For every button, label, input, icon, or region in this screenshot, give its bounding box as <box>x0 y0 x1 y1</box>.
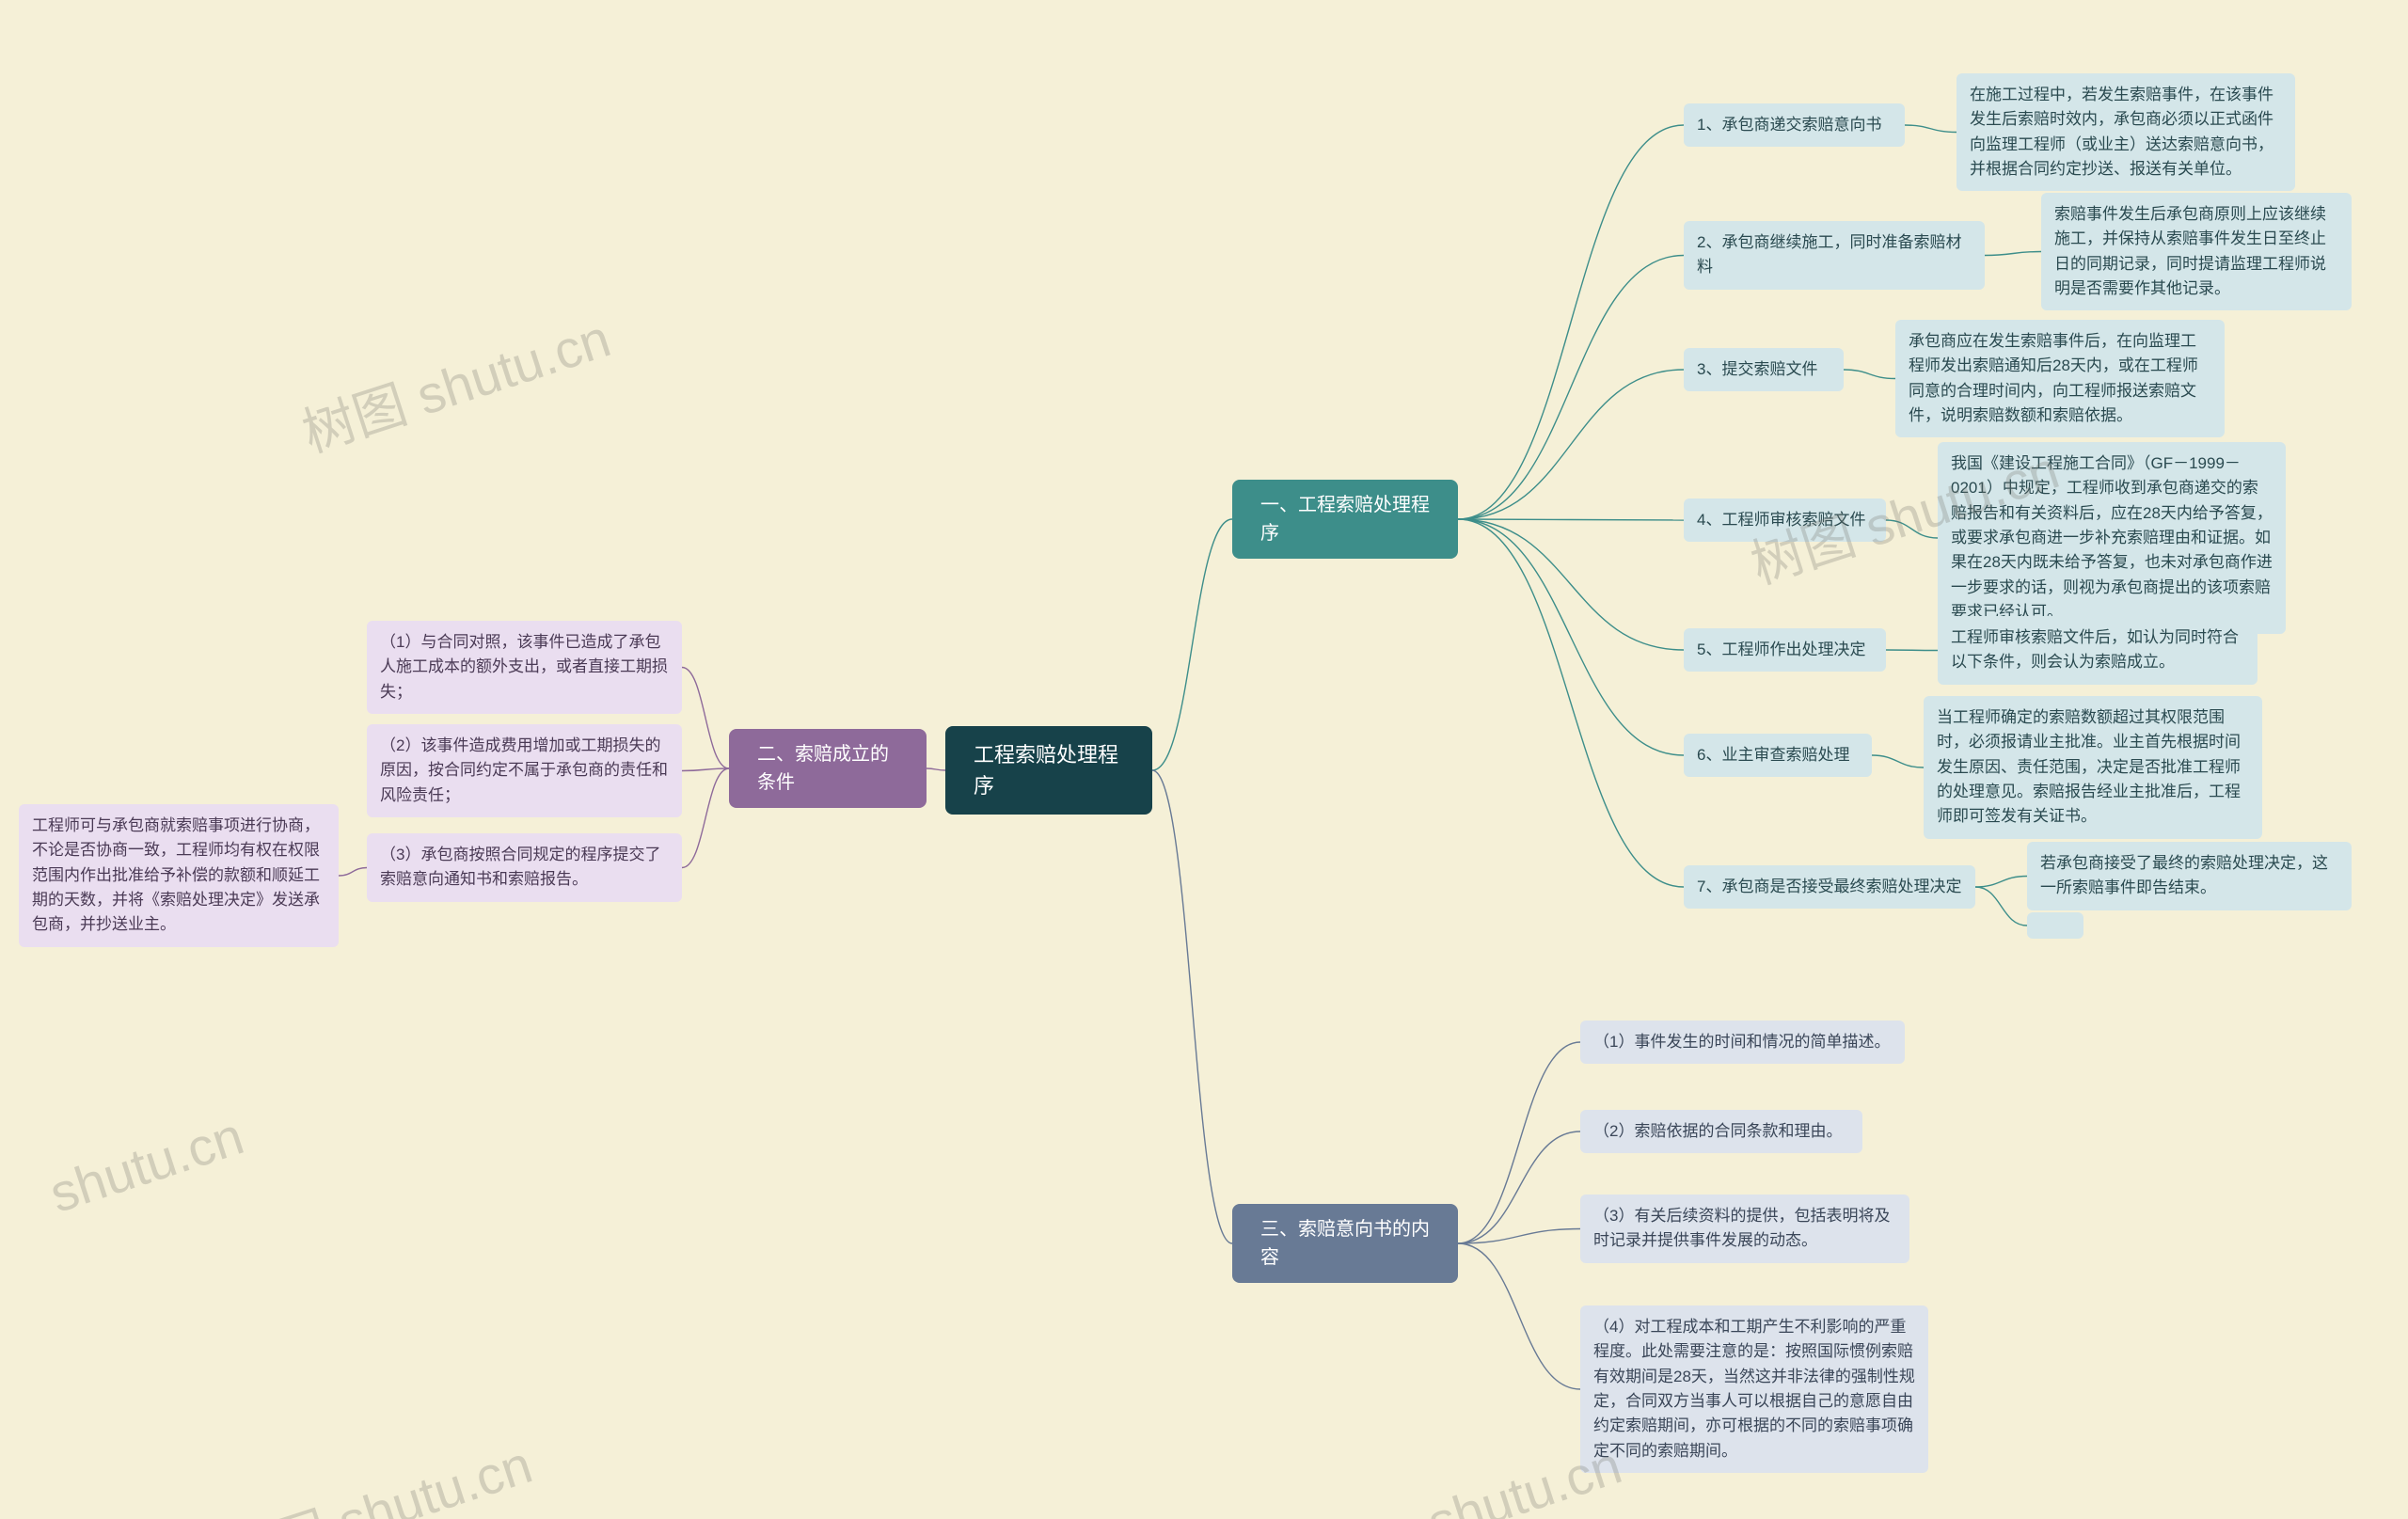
root-node: 工程索赔处理程序 <box>945 726 1152 815</box>
node-b1c6: 6、业主审查索赔处理 <box>1684 734 1872 777</box>
branch-b2: 二、索赔成立的条件 <box>729 729 927 808</box>
node-b1c3a: 承包商应在发生索赔事件后，在向监理工程师发出索赔通知后28天内，或在工程师同意的… <box>1895 320 2225 437</box>
node-b1c5a: 工程师审核索赔文件后，如认为同时符合以下条件，则会认为索赔成立。 <box>1938 616 2258 685</box>
node-b1c7a: 若承包商接受了最终的索赔处理决定，这一所索赔事件即告结束。 <box>2027 842 2352 910</box>
node-b2c3: （3）承包商按照合同规定的程序提交了索赔意向通知书和索赔报告。 <box>367 833 682 902</box>
node-b1c4: 4、工程师审核索赔文件 <box>1684 498 1886 542</box>
node-b2c2: （2）该事件造成费用增加或工期损失的原因，按合同约定不属于承包商的责任和风险责任… <box>367 724 682 817</box>
node-b1c3: 3、提交索赔文件 <box>1684 348 1844 391</box>
node-b1c7b <box>2027 912 2083 939</box>
branch-b1: 一、工程索赔处理程序 <box>1232 480 1458 559</box>
watermark-2: shutu.cn <box>42 1105 250 1225</box>
node-b3c4: （4）对工程成本和工期产生不利影响的严重程度。此处需要注意的是：按照国际惯例索赔… <box>1580 1305 1928 1473</box>
node-b2c1: （1）与合同对照，该事件已造成了承包人施工成本的额外支出，或者直接工期损失； <box>367 621 682 714</box>
node-b1c2: 2、承包商继续施工，同时准备索赔材料 <box>1684 221 1985 290</box>
node-b2c3a: 工程师可与承包商就索赔事项进行协商，不论是否协商一致，工程师均有权在权限范围内作… <box>19 804 339 947</box>
node-b3c3: （3）有关后续资料的提供，包括表明将及时记录并提供事件发展的动态。 <box>1580 1195 1909 1263</box>
node-b3c2: （2）索赔依据的合同条款和理由。 <box>1580 1110 1862 1153</box>
mindmap-canvas: 工程索赔处理程序 一、工程索赔处理程序 1、承包商递交索赔意向书 在施工过程中，若发生… <box>0 0 2408 1519</box>
node-b1c2a: 索赔事件发生后承包商原则上应该继续施工，并保持从索赔事件发生日至终止日的同期记录… <box>2041 193 2352 310</box>
watermark-3: 图 shutu.cn <box>263 1422 540 1519</box>
watermark-0: 树图 shutu.cn <box>292 296 619 467</box>
node-b3c1: （1）事件发生的时间和情况的简单描述。 <box>1580 1021 1905 1064</box>
node-b1c1a: 在施工过程中，若发生索赔事件，在该事件发生后索赔时效内，承包商必须以正式函件向监… <box>1956 73 2295 191</box>
node-b1c4a: 我国《建设工程施工合同》（GF－1999－0201）中规定，工程师收到承包商递交… <box>1938 442 2286 634</box>
branch-b3: 三、索赔意向书的内容 <box>1232 1204 1458 1283</box>
node-b1c6a: 当工程师确定的索赔数额超过其权限范围时，必须报请业主批准。业主首先根据时间发生原… <box>1924 696 2262 839</box>
node-b1c7: 7、承包商是否接受最终索赔处理决定 <box>1684 865 1975 909</box>
node-b1c5: 5、工程师作出处理决定 <box>1684 628 1886 672</box>
node-b1c1: 1、承包商递交索赔意向书 <box>1684 103 1905 147</box>
